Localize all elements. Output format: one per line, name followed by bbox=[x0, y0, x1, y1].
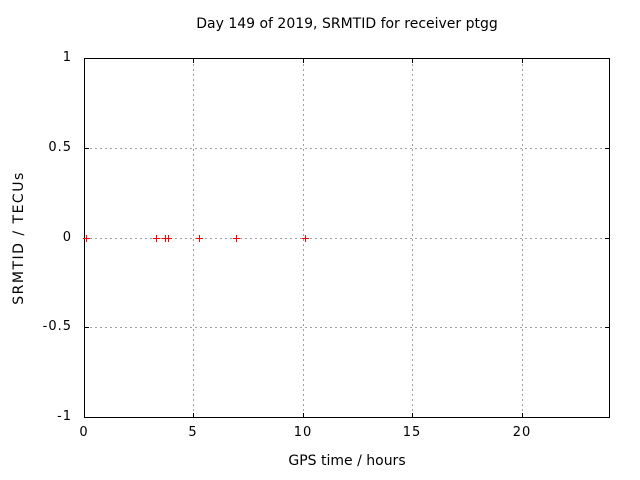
data-point-marker bbox=[165, 235, 172, 242]
y-tick-label: -0.5 bbox=[42, 319, 72, 334]
y-tick-label: 0.5 bbox=[48, 140, 72, 155]
x-tick-mark bbox=[412, 59, 413, 63]
y-tick-mark bbox=[605, 58, 609, 59]
y-tick-mark bbox=[85, 417, 89, 418]
x-gridline bbox=[193, 59, 194, 416]
y-gridline bbox=[85, 148, 608, 149]
x-axis-title: GPS time / hours bbox=[288, 453, 406, 469]
data-point-marker bbox=[153, 235, 160, 242]
data-point-marker bbox=[302, 235, 309, 242]
y-tick-mark bbox=[85, 58, 89, 59]
x-tick-mark bbox=[522, 413, 523, 417]
plus-marker-vertical-bar bbox=[168, 235, 169, 242]
y-tick-label: 1 bbox=[62, 50, 72, 65]
y-tick-mark bbox=[605, 148, 609, 149]
x-tick-label: 10 bbox=[293, 425, 313, 440]
plus-marker-vertical-bar bbox=[236, 235, 237, 242]
plus-marker-vertical-bar bbox=[305, 235, 306, 242]
x-tick-mark bbox=[303, 413, 304, 417]
y-tick-label: 0 bbox=[62, 230, 72, 245]
data-point-marker bbox=[196, 235, 203, 242]
x-gridline bbox=[522, 59, 523, 416]
x-gridline bbox=[303, 59, 304, 416]
y-tick-mark bbox=[605, 417, 609, 418]
y-gridline bbox=[85, 238, 608, 239]
x-tick-mark bbox=[84, 413, 85, 417]
x-tick-mark bbox=[303, 59, 304, 63]
plus-marker-vertical-bar bbox=[86, 235, 87, 242]
x-tick-label: 15 bbox=[402, 425, 422, 440]
x-tick-mark bbox=[193, 413, 194, 417]
y-tick-mark bbox=[85, 327, 89, 328]
plus-marker-vertical-bar bbox=[199, 235, 200, 242]
x-tick-label: 5 bbox=[188, 425, 198, 440]
data-point-marker bbox=[233, 235, 240, 242]
data-point-marker bbox=[83, 235, 90, 242]
x-tick-mark bbox=[193, 59, 194, 63]
x-tick-mark bbox=[412, 413, 413, 417]
plus-marker-vertical-bar bbox=[156, 235, 157, 242]
y-tick-mark bbox=[85, 148, 89, 149]
x-tick-mark bbox=[84, 59, 85, 63]
x-tick-label: 20 bbox=[512, 425, 532, 440]
y-tick-label: -1 bbox=[57, 409, 72, 424]
y-tick-mark bbox=[605, 238, 609, 239]
y-tick-mark bbox=[605, 327, 609, 328]
chart-title: Day 149 of 2019, SRMTID for receiver ptg… bbox=[196, 16, 498, 32]
x-tick-label: 0 bbox=[79, 425, 89, 440]
y-gridline bbox=[85, 327, 608, 328]
x-gridline bbox=[412, 59, 413, 416]
x-tick-mark bbox=[522, 59, 523, 63]
